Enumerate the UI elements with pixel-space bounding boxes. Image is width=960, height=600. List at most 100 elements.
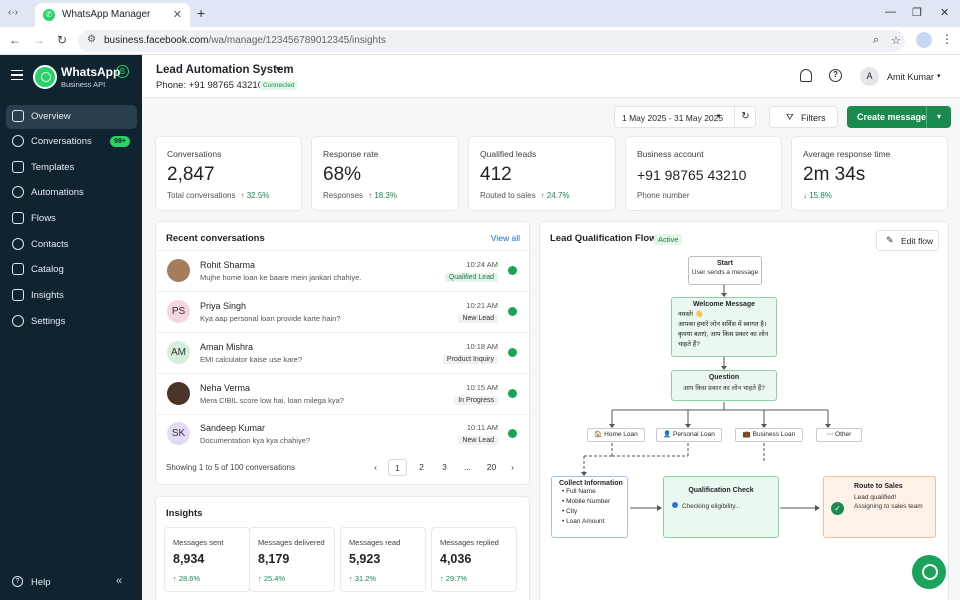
restore-icon[interactable]: ❐: [912, 7, 922, 19]
bookmark-star-icon[interactable]: ☆: [891, 35, 901, 47]
sidebar-item-label: Flows: [31, 213, 56, 224]
forward-icon[interactable]: →: [33, 33, 45, 47]
stat-sub: Phone number: [637, 191, 690, 200]
sidebar-item-conversations[interactable]: Conversations 99+: [6, 130, 137, 154]
user-chevron-down-icon[interactable]: ▾: [937, 73, 941, 80]
edit-flow-button[interactable]: ✎ Edit flow: [876, 230, 939, 251]
browser-tab[interactable]: ✆ WhatsApp Manager ✕: [35, 3, 190, 27]
flow-node-qualification-check[interactable]: Qualification Check Checking eligibility…: [663, 476, 779, 538]
conv-name: Aman Mishra: [200, 342, 254, 352]
reload-icon[interactable]: ↻: [57, 33, 68, 47]
flow-node-route-sales[interactable]: Route to Sales ✓ Lead qualified! Assigni…: [823, 476, 936, 538]
browser-menu-icon[interactable]: ⋮: [941, 32, 953, 46]
site-info-icon[interactable]: ⚙: [87, 34, 96, 45]
whatsapp-icon: [508, 348, 517, 357]
avatar[interactable]: A: [860, 67, 879, 86]
flow-node-question[interactable]: Question आप किस प्रकार का लोन चाहते हैं?: [671, 370, 777, 401]
date-range-picker[interactable]: 1 May 2025 - 31 May 2025 ▾ ↻: [614, 106, 756, 128]
insight-delta: ↑ 31.2%: [349, 574, 377, 583]
collect-item: • City: [562, 508, 578, 515]
url-text: business.facebook.com/wa/manage/12345678…: [104, 35, 386, 46]
sidebar-item-label: Contacts: [31, 239, 69, 250]
panel-title: Recent conversations: [166, 233, 265, 244]
back-icon[interactable]: ←: [9, 33, 21, 47]
sidebar-item-flows[interactable]: Flows: [6, 207, 137, 231]
sidebar-item-label: Overview: [31, 111, 71, 122]
sidebar-item-label: Settings: [31, 316, 66, 327]
address-bar[interactable]: ⚙ business.facebook.com/wa/manage/123456…: [78, 30, 905, 52]
flow-option-other[interactable]: ⋯ Other: [816, 428, 862, 442]
conv-name: Sandeep Kumar: [200, 423, 266, 433]
view-all-link[interactable]: View all: [490, 233, 520, 243]
profile-avatar-icon[interactable]: [916, 32, 932, 48]
table-row[interactable]: PS Priya Singh Kya aap personal loan pro…: [156, 291, 529, 332]
node-subtitle: Checking eligibility...: [664, 502, 778, 510]
sidebar-item-catalog[interactable]: Catalog: [6, 258, 137, 282]
file-icon: [12, 161, 24, 173]
page-prev-button[interactable]: ‹: [374, 462, 377, 472]
table-row[interactable]: AM Aman Mishra EMI calculator kaise use …: [156, 332, 529, 373]
filters-button[interactable]: ⛛ Filters: [769, 106, 838, 128]
insight-card-delivered: Messages delivered 8,179 ↑ 25.4%: [249, 527, 335, 592]
flow-option-business-loan[interactable]: 💼 Business Loan: [735, 428, 803, 442]
insight-value: 4,036: [440, 552, 472, 566]
flow-option-home-loan[interactable]: 🏠 Home Loan: [587, 428, 645, 442]
conv-message: EMI calculator kaise use kare?: [200, 355, 303, 364]
stat-label: Conversations: [167, 149, 222, 159]
flow-node-welcome[interactable]: Welcome Message नमस्ते! 👋 आपका हमारे लोन…: [671, 297, 777, 357]
node-title: Route to Sales: [854, 483, 903, 490]
zoom-icon[interactable]: ⌕: [873, 34, 880, 46]
insight-delta: ↑ 29.7%: [440, 574, 468, 583]
sidebar-item-automations[interactable]: Automations: [6, 181, 137, 205]
whatsapp-icon: [508, 307, 517, 316]
create-dropdown-chevron-icon[interactable]: ▾: [926, 106, 951, 128]
user-name[interactable]: Amit Kumar: [887, 72, 935, 82]
stat-sub: Responses ↑ 18.3%: [323, 191, 397, 200]
table-row[interactable]: Rohit Sharma Mujhe home loan ke baare me…: [156, 250, 529, 291]
stat-card-response-rate: Response rate 68% Responses ↑ 18.3%: [311, 136, 459, 211]
sidebar-item-overview[interactable]: Overview: [6, 105, 137, 129]
node-message: नमस्ते! 👋 आपका हमारे लोन सर्विस में स्वा…: [678, 311, 769, 348]
page-button-20[interactable]: 20: [486, 462, 497, 472]
stat-card-avg-response-time: Average response time 2m 34s ↓ 15.8%: [791, 136, 948, 211]
page-ellipsis: ...: [463, 462, 472, 472]
collapse-sidebar-icon[interactable]: «: [116, 575, 123, 587]
window-close-icon[interactable]: ✕: [940, 7, 950, 19]
flow-node-start[interactable]: Start User sends a message: [688, 256, 762, 285]
page-button-1[interactable]: 1: [388, 459, 407, 476]
page-button-3[interactable]: 3: [442, 462, 447, 472]
whatsapp-chat-fab-icon[interactable]: [912, 555, 946, 589]
create-message-button[interactable]: Create message ▾: [847, 106, 951, 128]
tab-close-icon[interactable]: ✕: [172, 9, 182, 21]
panel-title: Insights: [166, 508, 203, 519]
chevron-down-icon[interactable]: ▾: [276, 64, 281, 74]
menu-hamburger-icon[interactable]: [11, 70, 23, 80]
table-row[interactable]: SK Sandeep Kumar Documentation kya kya c…: [156, 414, 529, 455]
insight-card-sent: Messages sent 8,934 ↑ 28.6%: [164, 527, 250, 592]
whatsapp-logo-icon: [33, 65, 57, 89]
stat-value: +91 98765 43210: [637, 167, 747, 183]
insights-panel: Insights Messages sent 8,934 ↑ 28.6% Mes…: [155, 496, 530, 600]
help-circle-icon[interactable]: ?: [829, 69, 842, 82]
minimize-icon[interactable]: —: [885, 6, 896, 18]
stat-value: 68%: [323, 164, 362, 185]
sidebar-item-settings[interactable]: Settings: [6, 310, 137, 334]
tab-search-icon[interactable]: ‹·›: [8, 7, 18, 18]
flow-option-personal-loan[interactable]: 👤 Personal Loan: [656, 428, 722, 442]
insight-value: 8,934: [173, 552, 205, 566]
flow-node-collect-info[interactable]: Collect Information • Full Name • Mobile…: [551, 476, 628, 538]
node-title: Welcome Message: [692, 301, 756, 308]
page-next-button[interactable]: ›: [511, 462, 514, 472]
page-button-2[interactable]: 2: [419, 462, 424, 472]
stat-card-qualified-leads: Qualified leads 412 Routed to sales ↑ 24.…: [468, 136, 616, 211]
notification-bell-icon[interactable]: [800, 69, 812, 82]
flow-status-badge: Active: [654, 234, 683, 245]
table-row[interactable]: Neha Verma Mera CIBIL score low hai, loa…: [156, 373, 529, 414]
new-tab-icon[interactable]: +: [197, 5, 206, 21]
page-title[interactable]: Lead Automation System: [156, 64, 294, 76]
sidebar-item-contacts[interactable]: Contacts: [6, 233, 137, 257]
sidebar-item-insights[interactable]: Insights: [6, 284, 137, 308]
sidebar-item-templates[interactable]: Templates: [6, 156, 137, 180]
page-header: Lead Automation System ▾ Phone: +91 9876…: [142, 55, 960, 98]
refresh-icon[interactable]: ↻: [734, 107, 756, 127]
